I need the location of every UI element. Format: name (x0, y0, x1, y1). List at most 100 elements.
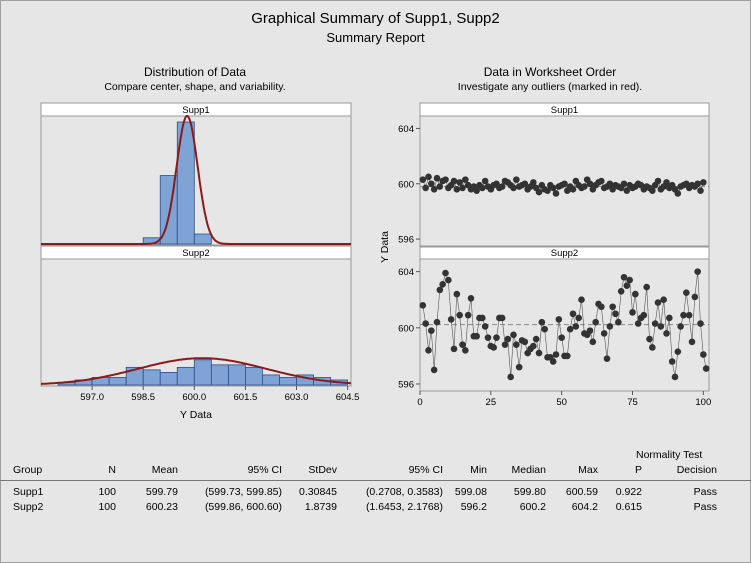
data-point (507, 373, 514, 381)
table-header-cell: Median (511, 464, 546, 476)
data-point (510, 331, 517, 339)
data-point (586, 180, 594, 188)
table-header-cell: 95% CI (247, 464, 282, 476)
data-point (464, 311, 472, 319)
table-cell: (599.73, 599.85) (204, 486, 282, 498)
worksheet-y-axis-label: Y Data (379, 231, 391, 263)
data-point (530, 342, 537, 350)
data-point (530, 179, 537, 186)
x-tick-label: 100 (695, 397, 711, 408)
table-header-cell: StDev (308, 464, 337, 476)
data-point (702, 365, 710, 372)
data-point (558, 334, 565, 341)
y-tick-label: 600 (398, 323, 414, 334)
table-header-cell: Min (470, 464, 487, 476)
data-point (683, 289, 690, 297)
data-point (428, 327, 435, 334)
table-cell: 600.2 (519, 501, 546, 513)
data-point (572, 323, 580, 330)
data-point (445, 276, 452, 284)
x-tick-label: 75 (627, 397, 638, 408)
data-point (544, 187, 551, 194)
distribution-section-subtitle: Compare center, shape, and variability. (104, 81, 286, 93)
table-cell: 0.30845 (299, 486, 337, 498)
data-point (606, 323, 614, 330)
y-tick-label: 604 (398, 267, 414, 278)
table-cell: (599.86, 600.60) (204, 501, 282, 513)
data-point (615, 318, 622, 326)
x-tick-label: 603.0 (285, 392, 309, 403)
normal-fit-curve (41, 115, 351, 245)
data-point (552, 190, 560, 197)
histogram-bar (193, 233, 212, 245)
data-point (532, 335, 540, 343)
x-tick-label: 598.5 (131, 392, 155, 403)
table-cell: 604.2 (571, 501, 598, 513)
data-point (663, 179, 670, 186)
x-tick-label: 25 (486, 397, 497, 408)
data-point (569, 185, 577, 193)
data-point (654, 177, 662, 185)
data-point (430, 185, 438, 193)
table-cell: 599.79 (145, 486, 178, 498)
data-point (694, 268, 701, 275)
data-point (566, 325, 574, 333)
panel-frame (40, 115, 352, 246)
data-point (569, 310, 577, 318)
data-point (425, 173, 432, 181)
x-tick-label: 601.5 (234, 392, 258, 403)
worksheet-section-title: Data in Worksheet Order (483, 65, 617, 79)
data-point (493, 334, 500, 341)
data-point (521, 180, 529, 188)
data-point (425, 346, 432, 354)
data-point (535, 188, 543, 196)
data-point (663, 330, 670, 337)
data-point (515, 363, 523, 371)
data-point (612, 310, 619, 318)
data-point (513, 341, 520, 348)
data-point (442, 176, 449, 183)
data-point (433, 318, 441, 326)
data-point (603, 355, 611, 363)
table-cell: Pass (693, 486, 717, 498)
data-point (561, 180, 568, 188)
table-cell: Supp2 (13, 501, 44, 513)
data-point (479, 314, 486, 322)
data-point (700, 351, 707, 358)
data-point (646, 335, 653, 343)
data-point (436, 183, 444, 190)
y-tick-label: 600 (398, 179, 414, 190)
data-point (564, 352, 571, 360)
data-point (433, 174, 441, 182)
table-header-cell: Group (13, 464, 43, 476)
data-point (555, 316, 563, 323)
data-point (481, 177, 489, 185)
data-point (442, 269, 449, 277)
data-point (549, 358, 557, 365)
table-cell: (1.6453, 2.1768) (365, 501, 443, 513)
table-cell: (0.2708, 0.3583) (365, 486, 443, 498)
table-cell: 0.615 (615, 501, 642, 513)
data-point (643, 283, 650, 291)
data-point (436, 286, 444, 294)
data-point (654, 299, 662, 306)
data-point (634, 320, 642, 327)
data-point (430, 366, 438, 374)
x-tick-label: 597.0 (80, 392, 104, 403)
data-point (680, 311, 687, 319)
data-point (589, 338, 597, 346)
data-point (504, 335, 512, 343)
data-point (521, 338, 529, 346)
table-cell: 600.59 (565, 486, 598, 498)
y-tick-label: 604 (398, 124, 414, 135)
data-point (651, 320, 659, 327)
report-title: Graphical Summary of Supp1, Supp2 (251, 10, 500, 27)
data-point (685, 311, 693, 319)
normal-fit-curve (41, 357, 351, 385)
histogram-x-axis-label: Y Data (180, 409, 212, 421)
data-point (535, 349, 543, 357)
histogram-bar (176, 121, 195, 245)
table-header-cell: N (108, 464, 116, 476)
